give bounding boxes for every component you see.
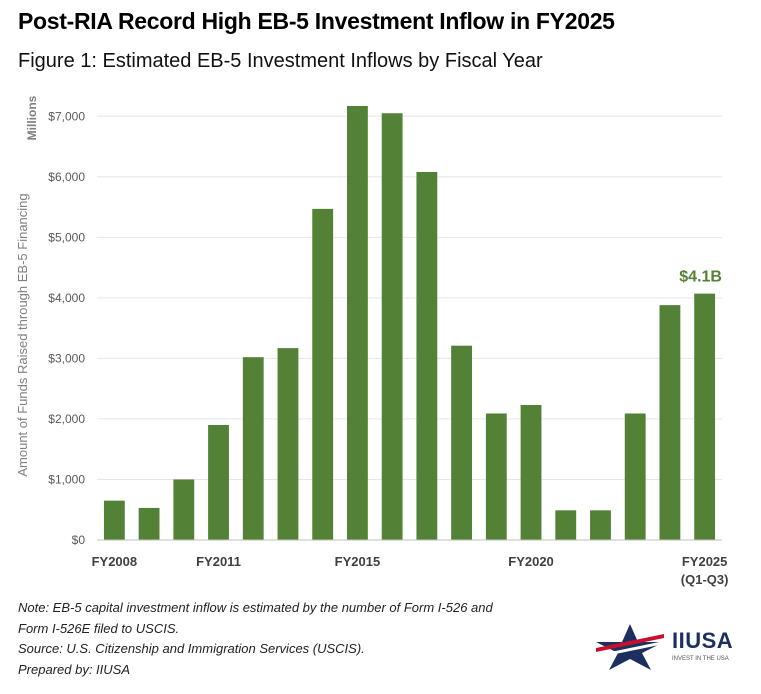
bar	[208, 424, 229, 540]
x-tick-label: FY2015	[335, 554, 381, 569]
x-axis-ticks: FY2008 FY2011 FY2015 FY2020 FY2025 (Q1-Q3)	[92, 554, 729, 587]
page-title: Post-RIA Record High EB-5 Investment Inf…	[18, 8, 615, 34]
bar	[277, 348, 299, 540]
bar	[347, 105, 368, 540]
y-axis-ticks: $0 $1,000 $2,000 $3,000 $4,000 $5,000 $6,000 $7…	[48, 109, 85, 547]
y-tick-label: $6,000	[48, 170, 85, 184]
bar-chart: $0 $1,000 $2,000 $3,000 $4,000 $5,000 $6,000 $7…	[15, 95, 729, 587]
x-tick-label: FY2025	[682, 554, 728, 569]
bar	[103, 500, 125, 540]
y-axis-unit: Millions	[25, 95, 39, 140]
bar	[381, 113, 403, 541]
y-tick-label: $0	[72, 533, 86, 547]
y-tick-label: $5,000	[48, 230, 85, 244]
prepared-by-line: Prepared by: IIUSA	[18, 661, 130, 677]
bar	[659, 305, 681, 540]
bar	[138, 507, 160, 540]
y-tick-label: $3,000	[48, 351, 85, 365]
iiusa-logo: IIUSA INVEST IN THE USA	[594, 622, 744, 672]
y-axis-label: Amount of Funds Raised through EB-5 Fina…	[15, 193, 30, 476]
logo-name: IIUSA	[672, 628, 734, 653]
x-tick-label: FY2020	[508, 554, 554, 569]
bar	[624, 413, 646, 540]
y-tick-label: $2,000	[48, 412, 85, 426]
bar	[520, 405, 542, 540]
bar	[555, 510, 577, 540]
bar	[416, 171, 438, 540]
chart-notes: Note: EB-5 capital investment inflow is …	[18, 598, 493, 680]
gridlines	[97, 115, 722, 480]
bar	[485, 413, 507, 540]
note-line: Form I-526E filed to USCIS.	[18, 620, 180, 636]
bar	[694, 293, 716, 540]
source-line: Source: U.S. Citizenship and Immigration…	[18, 641, 365, 656]
bar	[242, 357, 264, 540]
bar	[590, 510, 611, 540]
logo-tagline: INVEST IN THE USA	[672, 656, 729, 662]
bar	[173, 479, 195, 540]
bar	[451, 345, 472, 540]
x-tick-sublabel: (Q1-Q3)	[681, 572, 729, 587]
y-tick-label: $7,000	[48, 109, 85, 123]
note-line: Note: EB-5 capital investment inflow is …	[18, 600, 493, 615]
bar	[312, 208, 334, 540]
x-tick-label: FY2008	[92, 554, 138, 569]
figure-subtitle: Figure 1: Estimated EB-5 Investment Infl…	[18, 50, 543, 72]
x-tick-label: FY2011	[196, 554, 241, 569]
star-icon	[596, 624, 664, 670]
bar-annotation: $4.1B	[679, 269, 722, 286]
bars	[103, 105, 716, 541]
y-tick-label: $1,000	[48, 472, 85, 486]
y-tick-label: $4,000	[48, 291, 85, 305]
